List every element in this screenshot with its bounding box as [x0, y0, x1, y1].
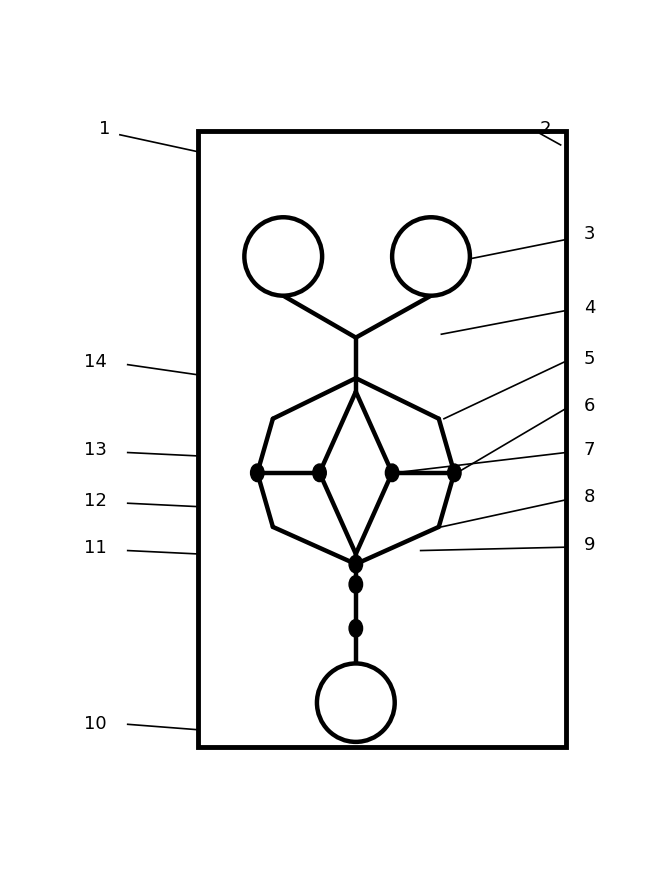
Text: 12: 12 [84, 491, 106, 510]
Ellipse shape [392, 218, 470, 296]
Text: 13: 13 [84, 440, 106, 459]
Text: 1: 1 [99, 120, 110, 138]
Circle shape [349, 620, 363, 638]
Text: 11: 11 [84, 538, 106, 557]
Circle shape [349, 576, 363, 594]
Text: 10: 10 [84, 714, 106, 732]
Text: 3: 3 [584, 225, 595, 243]
Circle shape [251, 465, 264, 482]
Text: 14: 14 [84, 353, 106, 371]
Text: 7: 7 [584, 440, 595, 459]
Ellipse shape [244, 218, 322, 296]
Circle shape [448, 465, 461, 482]
Text: 8: 8 [584, 488, 595, 506]
FancyBboxPatch shape [198, 132, 566, 747]
Circle shape [385, 465, 399, 482]
Circle shape [313, 465, 326, 482]
Ellipse shape [317, 664, 395, 742]
Circle shape [349, 556, 363, 574]
Text: 6: 6 [584, 396, 595, 415]
Text: 2: 2 [540, 120, 551, 138]
Text: 9: 9 [584, 535, 595, 553]
Text: 4: 4 [584, 299, 595, 317]
Text: 5: 5 [584, 349, 595, 367]
